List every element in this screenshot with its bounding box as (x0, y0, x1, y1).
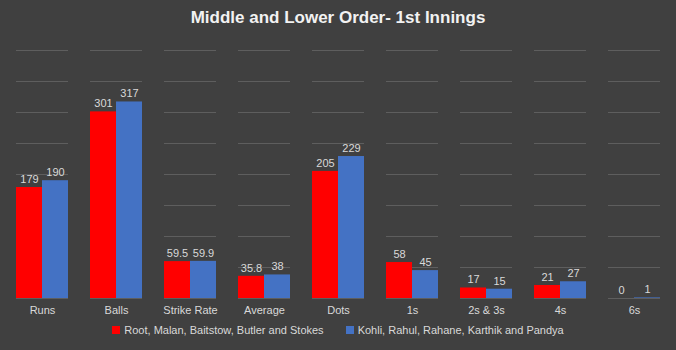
html-text:Middle and Lower Order- 1st In: Middle and Lower Order- 1st Innings (190, 8, 486, 27)
svg-text:229: 229 (342, 142, 360, 154)
svg-text:59.5: 59.5 (167, 247, 188, 259)
html-text:Root, Malan, Baitstow, Butler: Root, Malan, Baitstow, Butler and Stokes (124, 324, 324, 336)
svg-text:21: 21 (541, 271, 553, 283)
svg-text:317: 317 (120, 87, 138, 99)
svg-text:45: 45 (419, 256, 431, 268)
svg-text:2s & 3s: 2s & 3s (468, 304, 505, 316)
svg-text:Dots: Dots (327, 304, 350, 316)
svg-text:27: 27 (567, 267, 579, 279)
svg-text:38: 38 (271, 260, 283, 272)
svg-text:Runs: Runs (30, 304, 56, 316)
svg-text:301: 301 (94, 97, 112, 109)
svg-text:Average: Average (244, 304, 285, 316)
svg-text:15: 15 (493, 275, 505, 287)
svg-text:17: 17 (467, 273, 479, 285)
svg-text:35.8: 35.8 (241, 262, 262, 274)
svg-text:1: 1 (644, 283, 650, 295)
svg-text:Balls: Balls (105, 304, 129, 316)
svg-text:179: 179 (20, 173, 38, 185)
svg-text:Strike Rate: Strike Rate (163, 304, 217, 316)
svg-text:1s: 1s (407, 304, 419, 316)
html-text:Kohli, Rahul, Rahane, Karthik: Kohli, Rahul, Rahane, Karthik and Pandya (357, 324, 564, 336)
svg-text:190: 190 (46, 166, 64, 178)
svg-text:6s: 6s (629, 304, 641, 316)
svg-text:4s: 4s (555, 304, 567, 316)
svg-text:0: 0 (618, 284, 624, 296)
svg-text:58: 58 (393, 248, 405, 260)
svg-text:205: 205 (316, 157, 334, 169)
svg-text:59.9: 59.9 (193, 247, 214, 259)
